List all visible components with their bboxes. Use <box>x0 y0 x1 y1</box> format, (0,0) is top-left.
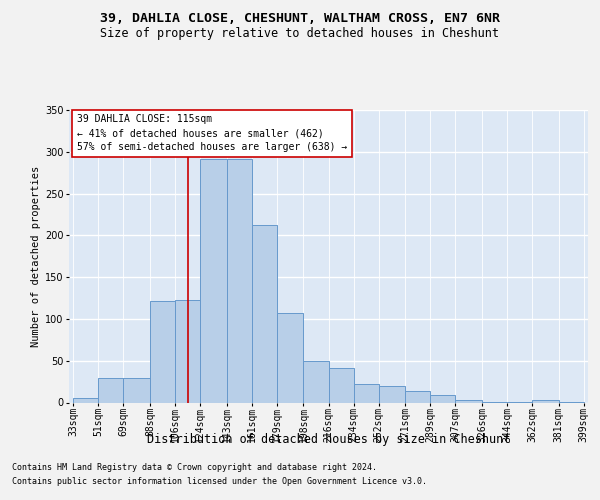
Text: Contains HM Land Registry data © Crown copyright and database right 2024.: Contains HM Land Registry data © Crown c… <box>12 464 377 472</box>
Bar <box>227 160 252 402</box>
Text: Size of property relative to detached houses in Cheshunt: Size of property relative to detached ho… <box>101 28 499 40</box>
Bar <box>124 378 150 402</box>
Bar <box>98 378 124 402</box>
Bar <box>405 391 430 402</box>
Text: Distribution of detached houses by size in Cheshunt: Distribution of detached houses by size … <box>147 432 511 446</box>
Bar <box>532 400 559 402</box>
Bar <box>175 300 200 403</box>
Y-axis label: Number of detached properties: Number of detached properties <box>31 166 41 347</box>
Bar <box>353 384 379 402</box>
Bar <box>455 400 482 402</box>
Bar <box>150 300 175 402</box>
Bar <box>73 398 98 402</box>
Bar <box>379 386 405 402</box>
Bar <box>430 395 455 402</box>
Text: 39, DAHLIA CLOSE, CHESHUNT, WALTHAM CROSS, EN7 6NR: 39, DAHLIA CLOSE, CHESHUNT, WALTHAM CROS… <box>100 12 500 26</box>
Bar <box>329 368 353 402</box>
Bar <box>252 226 277 402</box>
Text: Contains public sector information licensed under the Open Government Licence v3: Contains public sector information licen… <box>12 477 427 486</box>
Bar <box>277 313 304 402</box>
Bar <box>200 160 227 402</box>
Bar <box>304 360 329 403</box>
Text: 39 DAHLIA CLOSE: 115sqm
← 41% of detached houses are smaller (462)
57% of semi-d: 39 DAHLIA CLOSE: 115sqm ← 41% of detache… <box>77 114 347 152</box>
